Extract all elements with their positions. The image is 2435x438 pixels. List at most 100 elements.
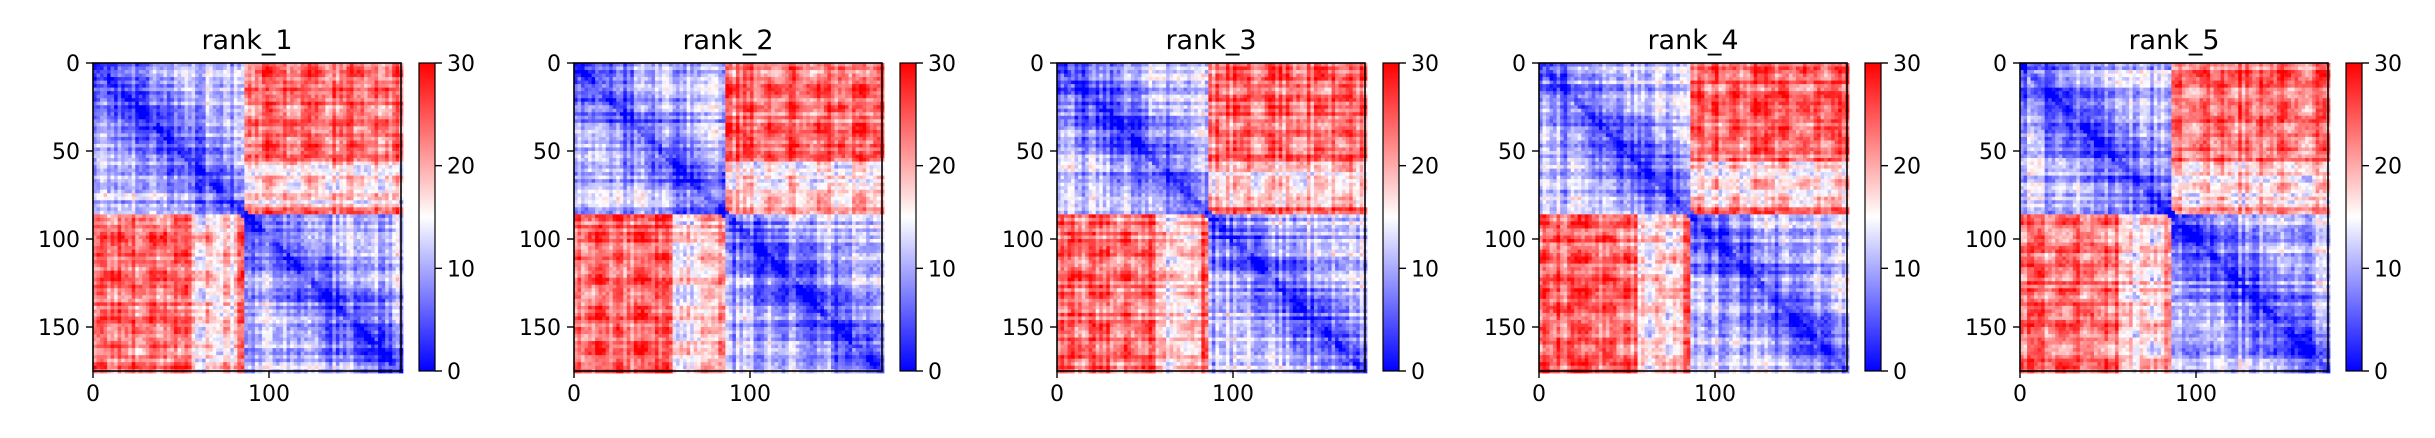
heatmap-cell [346,189,351,194]
heatmap-cell [170,203,175,208]
heatmap-cell [135,214,140,219]
heatmap-cell [219,228,224,233]
heatmap-cell [367,101,372,106]
heatmap-cell [328,147,333,152]
heatmap-cell [314,246,319,251]
heatmap-cell [328,143,333,149]
heatmap-cell [138,126,143,131]
heatmap-cell [311,253,316,258]
heatmap-cell [159,101,164,106]
heatmap-cell [381,175,386,180]
heatmap-cell [152,246,157,251]
heatmap-cell [261,179,267,184]
heatmap-cell [360,221,365,226]
heatmap-cell [364,80,369,85]
heatmap-cell [191,210,196,215]
heatmap-cell [265,196,270,201]
heatmap-cell [202,242,207,247]
heatmap-cell [117,126,122,131]
heatmap-cell [138,193,143,198]
heatmap-cell [230,246,235,251]
heatmap-cell [286,119,291,124]
heatmap-cell [332,214,337,219]
heatmap-cell [318,84,323,89]
heatmap-cell [276,122,281,127]
heatmap-cell [286,242,291,247]
heatmap-cell [360,73,365,78]
heatmap-cell [96,91,101,96]
heatmap-cell [258,70,263,75]
heatmap-cell [142,98,147,103]
heatmap-cell [328,73,333,78]
heatmap-cell [300,66,305,71]
heatmap-cell [371,112,376,117]
heatmap-cell [184,87,189,92]
heatmap-cell [261,228,267,233]
heatmap-cell [103,203,108,208]
heatmap-cell [265,73,270,78]
heatmap-cell [181,91,186,96]
heatmap-cell [342,84,348,89]
heatmap-cell [195,115,200,120]
heatmap-cell [321,112,326,117]
heatmap-cell [124,94,129,99]
heatmap-cell [159,147,164,152]
heatmap-cell [307,249,312,254]
heatmap-cell [226,179,231,184]
heatmap-cell [124,119,129,124]
heatmap-cell [290,101,295,106]
heatmap-cell [392,172,397,177]
heatmap-cell [349,80,355,85]
heatmap-cell [103,242,108,247]
heatmap-cell [96,87,101,92]
heatmap-cell [360,126,365,131]
heatmap-cell [195,221,200,226]
heatmap-cell [121,77,126,82]
heatmap-cell [173,242,179,247]
heatmap-cell [145,165,150,170]
heatmap-cell [156,105,161,110]
heatmap-cell [121,175,126,180]
heatmap-cell [335,165,340,170]
heatmap-cell [216,256,221,261]
heatmap-cell [251,151,256,156]
heatmap-cell [311,94,316,99]
heatmap-cell [254,196,260,201]
heatmap-cell [378,101,383,106]
heatmap-cell [240,77,245,82]
heatmap-cell [357,140,362,145]
heatmap-cell [346,133,351,138]
heatmap-cell [367,151,372,156]
heatmap-cell [283,260,288,265]
heatmap-cell [230,235,235,240]
heatmap-cell [265,186,270,191]
heatmap-cell [205,260,210,265]
heatmap-cell [170,63,175,68]
heatmap-cell [152,87,157,92]
heatmap-cell [131,80,136,85]
heatmap-cell [381,256,386,261]
heatmap-cell [395,98,400,103]
heatmap-cell [156,249,161,254]
heatmap-cell [265,246,270,251]
heatmap-cell [233,249,238,254]
heatmap-cell [364,101,369,106]
heatmap-cell [240,136,245,142]
heatmap-cell [283,253,288,258]
heatmap-cell [135,143,140,149]
heatmap-cell [166,207,172,212]
heatmap-cell [367,147,372,152]
heatmap-cell [107,256,112,261]
heatmap-cell [212,228,217,233]
heatmap-cell [360,231,365,237]
heatmap-cell [96,207,101,212]
heatmap-cell [114,235,119,240]
heatmap-cell [107,151,112,156]
heatmap-cell [152,217,157,222]
heatmap-cell [209,217,214,222]
heatmap-cell [177,242,182,247]
heatmap-cell [121,140,126,145]
heatmap-cell [261,260,267,265]
heatmap-cell [339,133,344,138]
heatmap-cell [163,253,168,258]
